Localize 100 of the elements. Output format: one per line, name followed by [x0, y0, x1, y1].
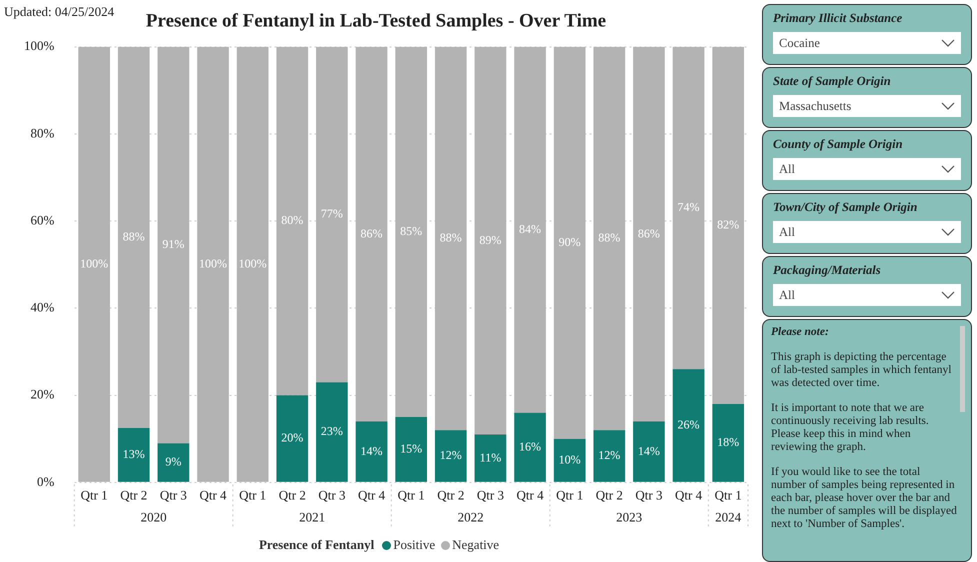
bar: [514, 412, 546, 482]
bar: [712, 404, 744, 482]
data-label: 11%: [480, 450, 502, 464]
x-tick-label: Qtr 2: [437, 488, 464, 503]
y-tick-label: 60%: [30, 212, 54, 228]
text: It is important to note that we are continuously receiving lab results. Please keep this in mind when reviewing the graph.: [771, 402, 930, 454]
bar: [434, 46, 467, 430]
data-label: 26%: [678, 418, 700, 432]
x-tick-label: Qtr 3: [476, 488, 504, 503]
bar: [197, 46, 229, 482]
x-tick-label: Qtr 2: [278, 488, 306, 503]
bar: [712, 46, 744, 404]
bar: [78, 46, 110, 482]
bar: [633, 46, 665, 422]
category-label: Town/City of Sample Origin: [773, 200, 918, 215]
text: 2022: [458, 509, 484, 524]
data-label: 77%: [320, 206, 343, 221]
data-label: 23%: [320, 424, 343, 438]
text: 2020: [140, 509, 167, 524]
text: 2024: [715, 509, 742, 524]
data-label: 88%: [440, 230, 462, 245]
data-label: 20%: [281, 430, 304, 445]
data-label: 12%: [598, 448, 620, 462]
bar: [316, 382, 348, 482]
bar: [236, 46, 269, 482]
chart-title: Presence of Fentanyl in Lab-Tested Samples - Over Time: [146, 10, 606, 32]
data-label: 80%: [281, 213, 304, 228]
bar: [316, 46, 348, 382]
bar: [158, 443, 190, 482]
data-label: 14%: [360, 444, 383, 458]
data-label: 100%: [199, 256, 228, 271]
x-tick-label: Qtr 3: [635, 488, 662, 503]
dropdown-field: All: [773, 158, 961, 180]
data-label: 12%: [440, 448, 462, 462]
data-label: 88%: [598, 230, 620, 245]
bar: [672, 369, 704, 482]
data-label: 82%: [717, 218, 740, 232]
data-label: 9%: [165, 454, 182, 469]
text: Updated: 04/25/2024: [4, 4, 115, 19]
x-tick-label: Qtr 4: [516, 488, 544, 503]
x-tick-label: Qtr 4: [675, 488, 703, 503]
bar: [474, 434, 506, 482]
bar: [434, 430, 467, 482]
data-label: 91%: [162, 237, 184, 252]
x-tick-label: Qtr 1: [714, 488, 742, 503]
y-tick-label: 80%: [30, 125, 54, 140]
category-label: Packaging/Materials: [773, 263, 882, 278]
text: 2021: [299, 509, 326, 524]
x-tick-label: Qtr 2: [596, 488, 623, 503]
text: Please note:: [771, 326, 830, 339]
x-tick-label: Qtr 1: [398, 488, 425, 503]
x-tick-label: Qtr 3: [318, 488, 346, 503]
bar: [356, 46, 388, 422]
data-label: 100%: [238, 256, 267, 271]
data-label: 85%: [400, 224, 422, 238]
dropdown-field: Cocaine: [773, 32, 961, 54]
data-label: 16%: [519, 439, 542, 454]
bar: [395, 417, 428, 482]
bar: [514, 46, 546, 413]
data-label: 10%: [558, 452, 581, 467]
bar: [118, 428, 150, 482]
data-label: 86%: [360, 226, 383, 240]
dropdown-field: All: [773, 284, 961, 306]
y-tick-label: 100%: [24, 38, 54, 54]
bar: [633, 421, 665, 482]
data-label: 14%: [638, 444, 660, 458]
data-label: 100%: [80, 256, 108, 271]
bar: [554, 46, 586, 439]
data-label: 74%: [678, 200, 700, 214]
dropdown-field: All: [773, 221, 961, 243]
bar: [118, 46, 150, 428]
legend-title: Presence of Fentanyl: [258, 537, 374, 553]
bar: [276, 395, 308, 482]
legend-label: Negative: [451, 537, 500, 553]
category-label: Primary Illicit Substance: [773, 11, 904, 26]
bar: [554, 438, 586, 482]
x-tick-label: Qtr 4: [358, 488, 386, 503]
x-tick-label: Qtr 1: [556, 488, 584, 503]
y-tick-label: 20%: [30, 386, 54, 402]
x-tick-label: Qtr 1: [239, 488, 266, 503]
bar: [593, 46, 626, 430]
x-tick-label: Qtr 4: [199, 488, 228, 503]
bar: [158, 46, 190, 444]
bar: [395, 46, 428, 418]
data-label: 84%: [519, 222, 542, 236]
bar: [276, 46, 308, 396]
data-label: 90%: [558, 234, 581, 249]
x-tick-label: Qtr 1: [80, 488, 108, 503]
data-label: 15%: [400, 442, 422, 456]
legend-label: Positive: [392, 537, 436, 553]
data-label: 86%: [638, 226, 660, 240]
bar: [356, 421, 388, 482]
y-tick-label: 0%: [36, 474, 54, 489]
text: This graph is depicting the percentage of lab-tested samples in which fentanyl was detected over time.: [771, 351, 952, 390]
data-label: 13%: [122, 447, 145, 462]
bar: [474, 46, 506, 434]
x-tick-label: Qtr 3: [160, 488, 187, 503]
data-label: 89%: [479, 232, 502, 247]
category-label: County of Sample Origin: [773, 137, 904, 152]
dropdown-field: Massachusetts: [773, 95, 961, 117]
